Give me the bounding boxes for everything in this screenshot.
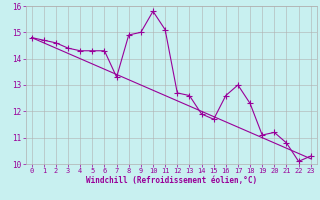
X-axis label: Windchill (Refroidissement éolien,°C): Windchill (Refroidissement éolien,°C): [86, 176, 257, 185]
